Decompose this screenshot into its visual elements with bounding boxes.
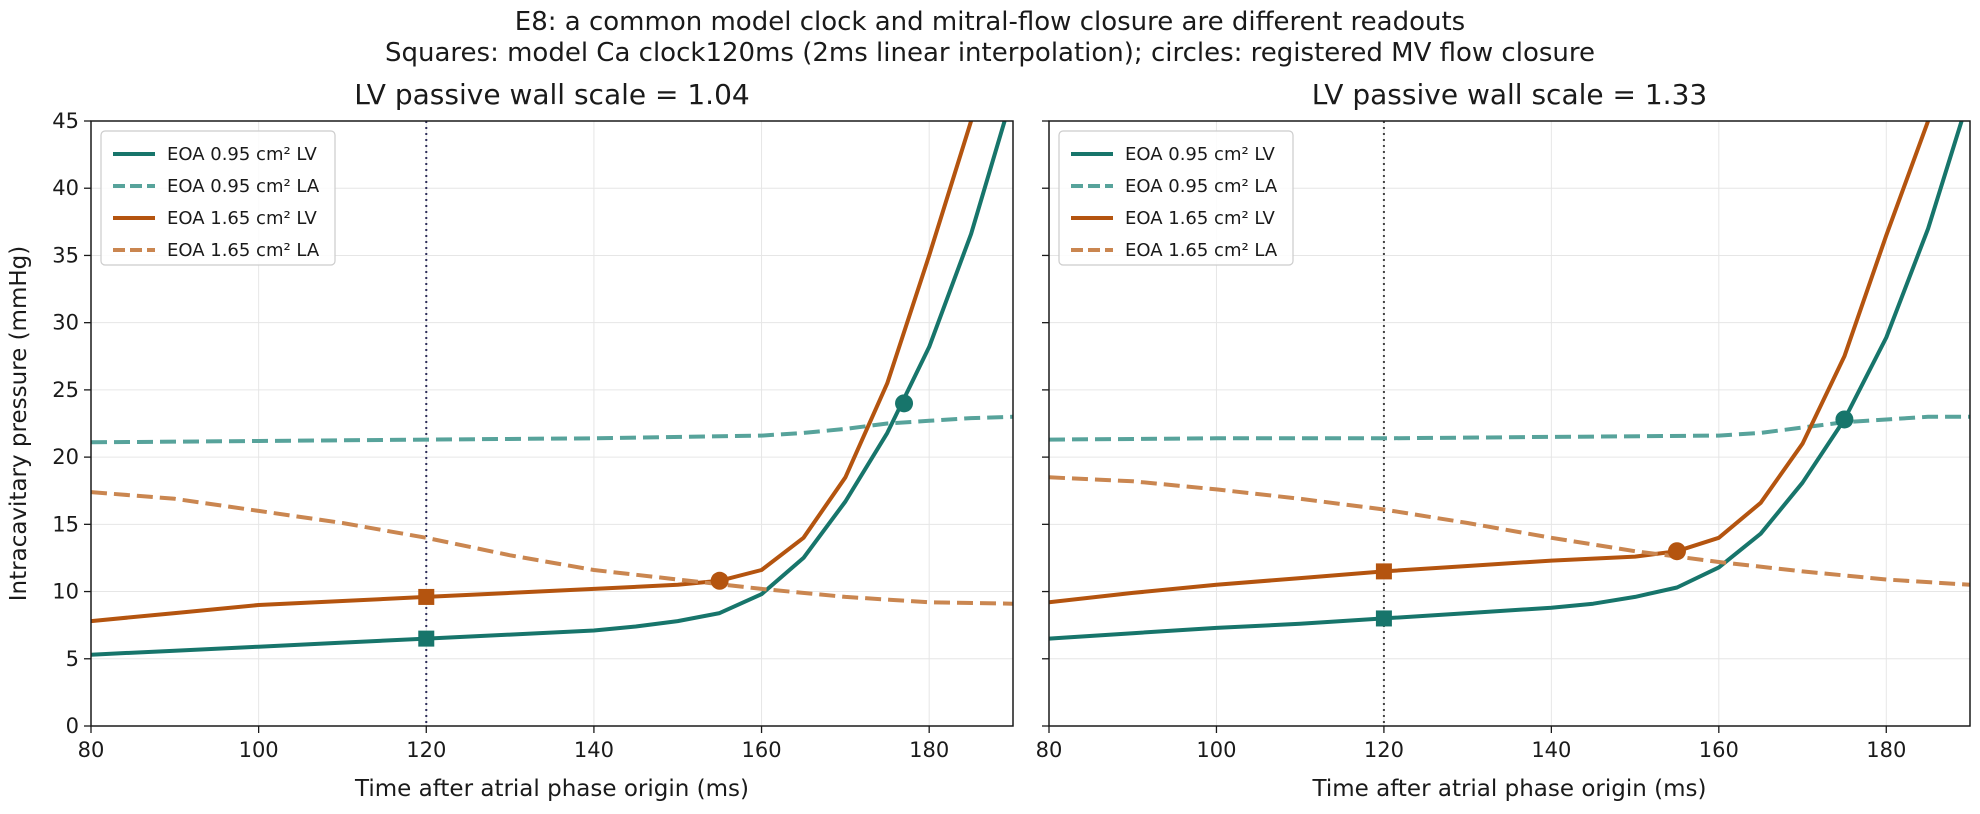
clock-marker-square: [1375, 563, 1392, 580]
legend-label-4: EOA 1.65 cm² LA: [167, 240, 320, 261]
series-line-4: [1049, 475, 1970, 587]
y-tick-label: 15: [52, 512, 79, 536]
x-tick-label: 80: [1036, 738, 1063, 762]
x-tick-label: 100: [1196, 738, 1236, 762]
y-tick-label: 40: [52, 176, 79, 200]
axes-frame: [90, 120, 1014, 727]
series-line-3: [1049, 121, 1930, 605]
series-line-2: [1049, 414, 1970, 442]
legend-label-4: EOA 1.65 cm² LA: [1125, 240, 1278, 261]
y-tick-label: 35: [52, 243, 79, 267]
x-tick-label: 120: [406, 738, 446, 762]
legend-box: [100, 130, 336, 266]
x-tick-label: 80: [78, 738, 105, 762]
flow-closure-marker-circle: [1667, 542, 1686, 561]
x-tick-label: 180: [909, 738, 949, 762]
chart-panel-2: 80 100 120 140 160 180 LV passive wall scale =…: [1036, 78, 1971, 802]
axes-frame: [1048, 120, 1971, 727]
y-tick-label: 30: [52, 311, 79, 335]
chart-panel-1: 80 100 120 140 160 180 0 5 10 15 20 25 30 35 40 45 LV pa…: [6, 78, 1014, 802]
plot-area: [1049, 121, 1970, 641]
flow-closure-marker-circle: [1835, 410, 1854, 429]
clock-marker-square: [418, 588, 435, 605]
legend-label-2: EOA 0.95 cm² LA: [1125, 176, 1278, 197]
y-axis-label: Intracavitary pressure (mmHg): [6, 246, 32, 601]
legend-box: [1058, 130, 1294, 266]
legend-label-3: EOA 1.65 cm² LV: [1125, 208, 1275, 229]
series-line-4: [91, 490, 1013, 606]
x-tick-label: 140: [574, 738, 614, 762]
panel-title: LV passive wall scale = 1.04: [354, 78, 749, 111]
series-line-2: [91, 414, 1013, 445]
y-tick-label: 20: [52, 445, 79, 469]
x-tick-label: 140: [1531, 738, 1571, 762]
figure-title-line2: Squares: model Ca clock120ms (2ms linear…: [385, 38, 1595, 68]
x-tick-label: 160: [741, 738, 781, 762]
y-tick-label: 5: [66, 647, 79, 671]
series-line-3: [91, 121, 974, 624]
y-tick-label: 25: [52, 378, 79, 402]
legend-label-3: EOA 1.65 cm² LV: [167, 208, 317, 229]
x-tick-label: 120: [1364, 738, 1404, 762]
panel-title: LV passive wall scale = 1.33: [1312, 78, 1707, 111]
flow-closure-marker-circle: [710, 571, 729, 590]
y-tick-label: 45: [52, 109, 79, 133]
legend-label-2: EOA 0.95 cm² LA: [167, 176, 320, 197]
x-axis-label: Time after atrial phase origin (ms): [354, 776, 749, 802]
legend-label-1: EOA 0.95 cm² LV: [1125, 144, 1275, 165]
legend-label-1: EOA 0.95 cm² LV: [167, 144, 317, 165]
x-tick-label: 160: [1699, 738, 1739, 762]
x-tick-label: 180: [1866, 738, 1906, 762]
clock-marker-square: [1375, 610, 1392, 627]
y-tick-label: 10: [52, 580, 79, 604]
figure-title-line1: E8: a common model clock and mitral-flow…: [515, 7, 1465, 37]
y-tick-label: 0: [66, 714, 79, 738]
flow-closure-marker-circle: [895, 394, 914, 413]
clock-marker-square: [418, 630, 435, 647]
series-line-1: [1049, 121, 1964, 641]
x-axis-label: Time after atrial phase origin (ms): [1312, 776, 1707, 802]
x-tick-label: 100: [239, 738, 279, 762]
